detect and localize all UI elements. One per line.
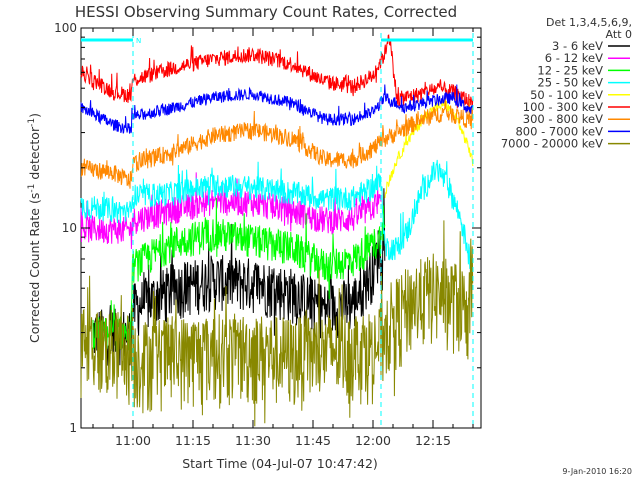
series-7000-20000-kev: [80, 220, 474, 427]
y-tick-label: 10: [62, 221, 77, 235]
y-tick-label: 1: [69, 421, 77, 435]
legend-label-6-12-kev: 6 - 12 keV: [545, 51, 603, 65]
legend-label-7000-20000-kev: 7000 - 20000 keV: [501, 137, 603, 151]
legend-label-50-100-kev: 50 - 100 keV: [530, 88, 603, 102]
chart-title: HESSI Observing Summary Count Rates, Cor…: [75, 3, 457, 21]
legend-header-line2: Att 0: [606, 28, 632, 41]
series-800-7000-kev: [80, 84, 474, 134]
legend-header-line1: Det 1,3,4,5,6,9,: [546, 16, 632, 29]
legend-label-3-6-kev: 3 - 6 keV: [552, 39, 603, 53]
legend-label-12-25-kev: 12 - 25 keV: [537, 63, 603, 77]
legend-label-800-7000-kev: 800 - 7000 keV: [515, 124, 603, 138]
x-axis: 11:00 11:15 11:30 11:45 12:00 12:15: [92, 28, 474, 448]
legend-label-100-300-kev: 100 - 300 keV: [523, 100, 603, 114]
series-100-300-kev: [80, 34, 474, 112]
x-axis-label: Start Time (04-Jul-07 10:47:42): [182, 456, 378, 471]
x-tick-label: 11:30: [235, 433, 271, 448]
legend-label-300-800-kev: 300 - 800 keV: [523, 112, 603, 126]
legend-label-25-50-kev: 25 - 50 keV: [537, 76, 603, 90]
x-tick-label: 11:00: [115, 433, 151, 448]
series-6-12-kev: [80, 172, 382, 250]
x-tick-label: 12:15: [415, 433, 451, 448]
x-tick-label: 11:15: [175, 433, 211, 448]
x-tick-label: 11:45: [295, 433, 331, 448]
y-axis-label: Corrected Count Rate (s-1 detector-1): [27, 113, 42, 343]
series-300-800-kev: [80, 96, 474, 189]
series-25-50-kev: [80, 159, 474, 280]
plot-area: N: [80, 27, 482, 429]
footer-date: 9-Jan-2010 16:20: [562, 467, 632, 476]
x-tick-label: 12:00: [355, 433, 391, 448]
y-tick-label: 100: [54, 21, 77, 35]
flag-label: N: [136, 37, 141, 45]
series-3-6-kev: [92, 188, 386, 366]
series-12-25-kev: [92, 197, 386, 352]
